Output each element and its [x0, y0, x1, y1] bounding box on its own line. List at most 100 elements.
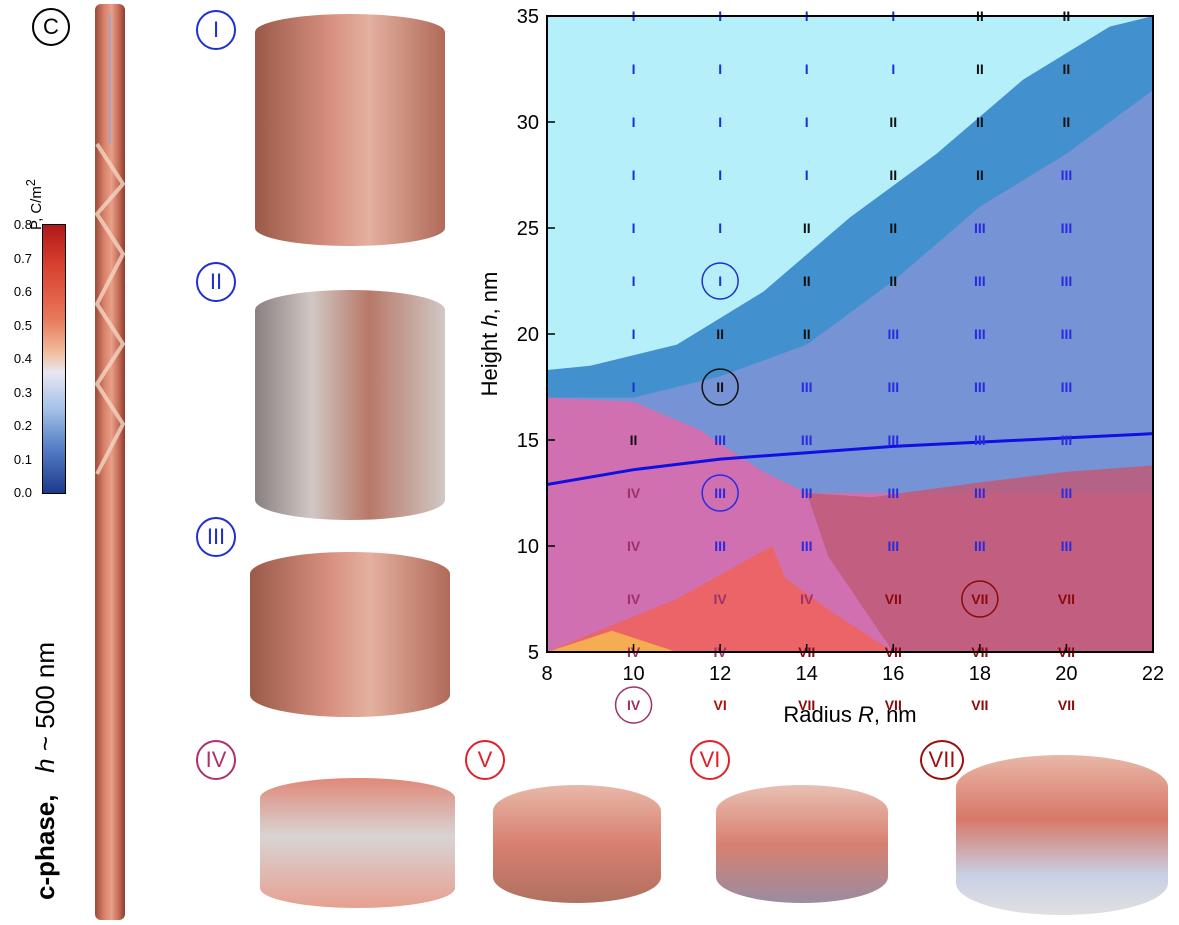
phase-point-label: III — [974, 326, 986, 342]
phase-point-label: III — [887, 432, 899, 448]
phase-point-label: IV — [627, 538, 641, 554]
side-title-bold: c-phase, — [30, 794, 60, 901]
phase-point-label: II — [803, 220, 811, 236]
phase-point-label: II — [1063, 114, 1071, 130]
phase-point-label: III — [974, 220, 986, 236]
phase-point-label: I — [805, 114, 809, 130]
nanorod-domain-walls — [95, 14, 125, 475]
structure-badge-V: V — [465, 740, 505, 780]
structure-badge-VII: VII — [920, 740, 964, 780]
structure-image-V — [493, 785, 661, 903]
phase-point-label: II — [716, 326, 724, 342]
structure-image-VI — [716, 785, 888, 903]
colorbar-tick: 0.5 — [13, 318, 32, 333]
phase-point-label: III — [1061, 326, 1073, 342]
side-title: c-phase, h ~ 500 nm — [8, 540, 98, 920]
side-title-rest: ~ 500 nm — [30, 642, 60, 759]
phase-point-label: II — [630, 432, 638, 448]
highlight-circle — [701, 474, 739, 512]
highlight-circle — [701, 262, 739, 300]
phase-point-label: IV — [627, 485, 641, 501]
phase-point-label: II — [976, 167, 984, 183]
region-VII — [806, 465, 1153, 652]
colorbar-tick: 0.1 — [13, 452, 32, 467]
nanorod-image — [95, 4, 125, 920]
phase-point-label: II — [976, 61, 984, 77]
phase-point-label: III — [887, 485, 899, 501]
phase-point-label: VII — [798, 697, 815, 713]
x-tick-label: 12 — [709, 663, 731, 685]
phase-point-label: III — [714, 485, 726, 501]
phase-point-label: II — [889, 273, 897, 289]
highlight-circle — [961, 580, 999, 618]
phase-point-label: III — [887, 379, 899, 395]
colorbar-tick: 0.3 — [13, 385, 32, 400]
x-tick-label: 10 — [622, 663, 644, 685]
phase-point-label: III — [974, 432, 986, 448]
phase-point-label: II — [976, 114, 984, 130]
phase-point-label: I — [632, 379, 636, 395]
structure-image-II — [255, 290, 445, 520]
phase-point-label: III — [1061, 273, 1073, 289]
phase-point-label: II — [1063, 61, 1071, 77]
x-tick-label: 20 — [1055, 663, 1077, 685]
structure-badge-II: II — [196, 262, 236, 302]
phase-point-label: I — [718, 220, 722, 236]
colorbar-tick: 0.0 — [13, 485, 32, 500]
y-tick-label: 35 — [517, 6, 539, 28]
phase-point-label: III — [974, 538, 986, 554]
phase-point-label: III — [974, 485, 986, 501]
phase-point-label: IV — [627, 697, 641, 713]
boundary-curve — [547, 432, 1153, 486]
phase-point-label: VII — [971, 697, 988, 713]
phase-point-label: I — [718, 114, 722, 130]
x-tick-label: 16 — [882, 663, 904, 685]
phase-point-label: III — [1061, 432, 1073, 448]
structure-badge-III: III — [196, 517, 236, 557]
phase-point-label: VII — [971, 591, 988, 607]
phase-point-label: III — [714, 538, 726, 554]
phase-point-label: III — [801, 485, 813, 501]
phase-point-label: III — [1061, 485, 1073, 501]
phase-point-label: II — [803, 326, 811, 342]
phase-point-label: III — [1061, 167, 1073, 183]
x-tick-label: 8 — [541, 663, 552, 685]
phase-point-label: III — [974, 273, 986, 289]
side-title-italic: h — [30, 758, 60, 773]
phase-point-label: II — [889, 114, 897, 130]
phase-point-label: III — [801, 432, 813, 448]
y-tick-label: 25 — [517, 218, 539, 240]
phase-point-label: VII — [1058, 697, 1075, 713]
phase-point-label: IV — [714, 591, 728, 607]
y-tick-label: 20 — [517, 324, 539, 346]
phase-point-label: VII — [885, 697, 902, 713]
colorbar-tick: 0.6 — [13, 284, 32, 299]
structure-image-IV — [260, 778, 455, 908]
phase-point-label: VI — [714, 697, 727, 713]
highlight-circle — [614, 686, 653, 724]
phase-point-label: II — [889, 167, 897, 183]
highlight-circle — [701, 368, 739, 406]
phase-point-label: I — [632, 61, 636, 77]
phase-point-label: VII — [885, 591, 902, 607]
y-tick-label: 15 — [517, 430, 539, 452]
colorbar-tick: 0.2 — [13, 418, 32, 433]
structure-image-I — [255, 14, 445, 246]
colorbar-tick: 0.4 — [13, 351, 32, 366]
structure-badge-VI: VI — [690, 740, 730, 780]
phase-point-label: I — [632, 114, 636, 130]
structure-badge-I: I — [196, 10, 236, 50]
phase-point-label: III — [887, 326, 899, 342]
structure-image-III — [250, 552, 450, 717]
phase-point-label: IV — [800, 591, 814, 607]
phase-point-label: I — [805, 167, 809, 183]
phase-point-label: III — [974, 379, 986, 395]
colorbar-ticks: 0.8 0.7 0.6 0.5 0.4 0.3 0.2 0.1 0.0 — [0, 217, 40, 507]
structure-image-VII — [956, 755, 1168, 915]
phase-point-label: I — [718, 61, 722, 77]
phase-point-label: VII — [1058, 591, 1075, 607]
phase-point-label: I — [632, 326, 636, 342]
panel-letter: C — [32, 8, 70, 46]
